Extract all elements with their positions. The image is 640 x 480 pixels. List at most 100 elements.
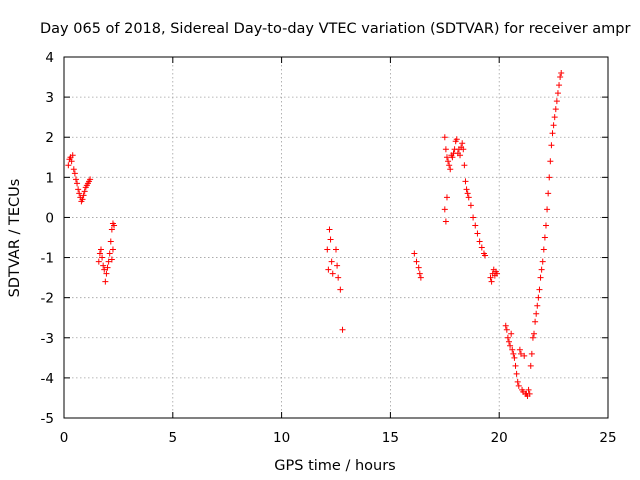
data-point <box>537 274 544 281</box>
x-tick-label: 10 <box>273 430 290 446</box>
data-point <box>102 278 109 285</box>
data-point <box>511 354 518 361</box>
data-point <box>527 362 534 369</box>
data-point <box>79 196 86 203</box>
data-point <box>509 346 516 353</box>
data-point <box>449 154 456 161</box>
data-point <box>457 152 464 159</box>
data-point <box>96 250 103 257</box>
data-point <box>441 206 448 213</box>
data-point <box>69 152 76 159</box>
data-point <box>553 98 560 105</box>
data-point <box>539 258 546 265</box>
data-point <box>532 318 539 325</box>
y-tick-label: -3 <box>41 331 54 347</box>
data-point <box>325 266 332 273</box>
data-point <box>548 142 555 149</box>
data-point <box>552 106 559 113</box>
data-point <box>540 246 547 253</box>
data-point <box>74 180 81 187</box>
data-point <box>447 166 454 173</box>
data-point <box>465 194 472 201</box>
data-point <box>536 286 543 293</box>
data-point <box>105 258 112 265</box>
plot-frame <box>63 56 609 419</box>
data-point <box>446 162 453 169</box>
data-point <box>76 190 83 197</box>
chart-title: Day 065 of 2018, Sidereal Day-to-day VTE… <box>40 21 630 37</box>
data-point <box>326 226 333 233</box>
y-tick-label: -2 <box>41 291 54 307</box>
data-point <box>339 326 346 333</box>
data-point <box>333 246 339 253</box>
y-tick-label: 3 <box>45 90 54 106</box>
data-point <box>328 258 335 265</box>
x-tick-label: 0 <box>60 430 69 446</box>
data-point <box>75 186 82 193</box>
data-point <box>334 262 341 269</box>
data-point <box>464 190 471 197</box>
data-point <box>95 258 102 265</box>
data-point <box>556 82 563 89</box>
data-point <box>549 130 556 137</box>
y-tick-label: -1 <box>41 251 54 267</box>
data-point <box>459 140 466 147</box>
y-tick-label: -4 <box>41 371 54 387</box>
data-point <box>521 352 528 359</box>
data-point <box>547 158 554 165</box>
data-point <box>442 218 449 225</box>
data-point <box>535 294 542 301</box>
data-point <box>533 310 540 317</box>
data-point <box>80 192 87 199</box>
data-point <box>460 146 467 153</box>
data-point <box>108 226 115 233</box>
data-point <box>462 178 469 185</box>
data-point <box>541 234 548 241</box>
data-point <box>502 322 509 329</box>
data-point <box>68 158 75 165</box>
y-tick-label: 0 <box>45 210 54 226</box>
data-point <box>515 382 522 389</box>
data-point <box>413 258 420 265</box>
grid <box>64 57 608 418</box>
data-point <box>534 302 541 309</box>
data-point <box>558 70 565 77</box>
x-tick-label: 20 <box>491 430 508 446</box>
data-point <box>71 170 78 177</box>
data-point <box>546 174 553 181</box>
data-point <box>416 270 423 277</box>
data-point <box>525 386 532 393</box>
data-point <box>494 270 501 277</box>
x-tick-label: 15 <box>382 430 399 446</box>
data-point <box>472 222 479 229</box>
data-point <box>529 334 536 341</box>
data-point <box>327 236 334 243</box>
y-tick-label: 2 <box>45 130 54 146</box>
data-point <box>531 330 538 337</box>
data-point <box>107 238 114 245</box>
data-point <box>528 350 535 357</box>
data-point <box>482 252 489 259</box>
data-point <box>504 334 511 341</box>
data-point <box>441 134 448 141</box>
data-point <box>97 246 104 253</box>
data-point <box>101 266 108 273</box>
data-point <box>335 274 342 281</box>
data-point <box>445 158 452 165</box>
data-point <box>551 114 558 121</box>
data-point <box>103 270 110 277</box>
data-point <box>507 342 514 349</box>
data-point <box>526 390 533 397</box>
data-point <box>557 74 564 81</box>
axis-ticks: 0 5 10 15 20 25 -5 -4 -3 -2 -1 0 1 2 3 4 <box>41 50 617 446</box>
data-point <box>411 250 418 257</box>
data-point <box>87 176 94 183</box>
data-point <box>324 246 331 253</box>
data-point <box>104 264 111 271</box>
data-point <box>442 146 449 153</box>
x-tick-label: 5 <box>169 430 178 446</box>
y-tick-label: 4 <box>45 50 54 66</box>
data-point <box>81 188 88 195</box>
data-point <box>111 222 118 229</box>
